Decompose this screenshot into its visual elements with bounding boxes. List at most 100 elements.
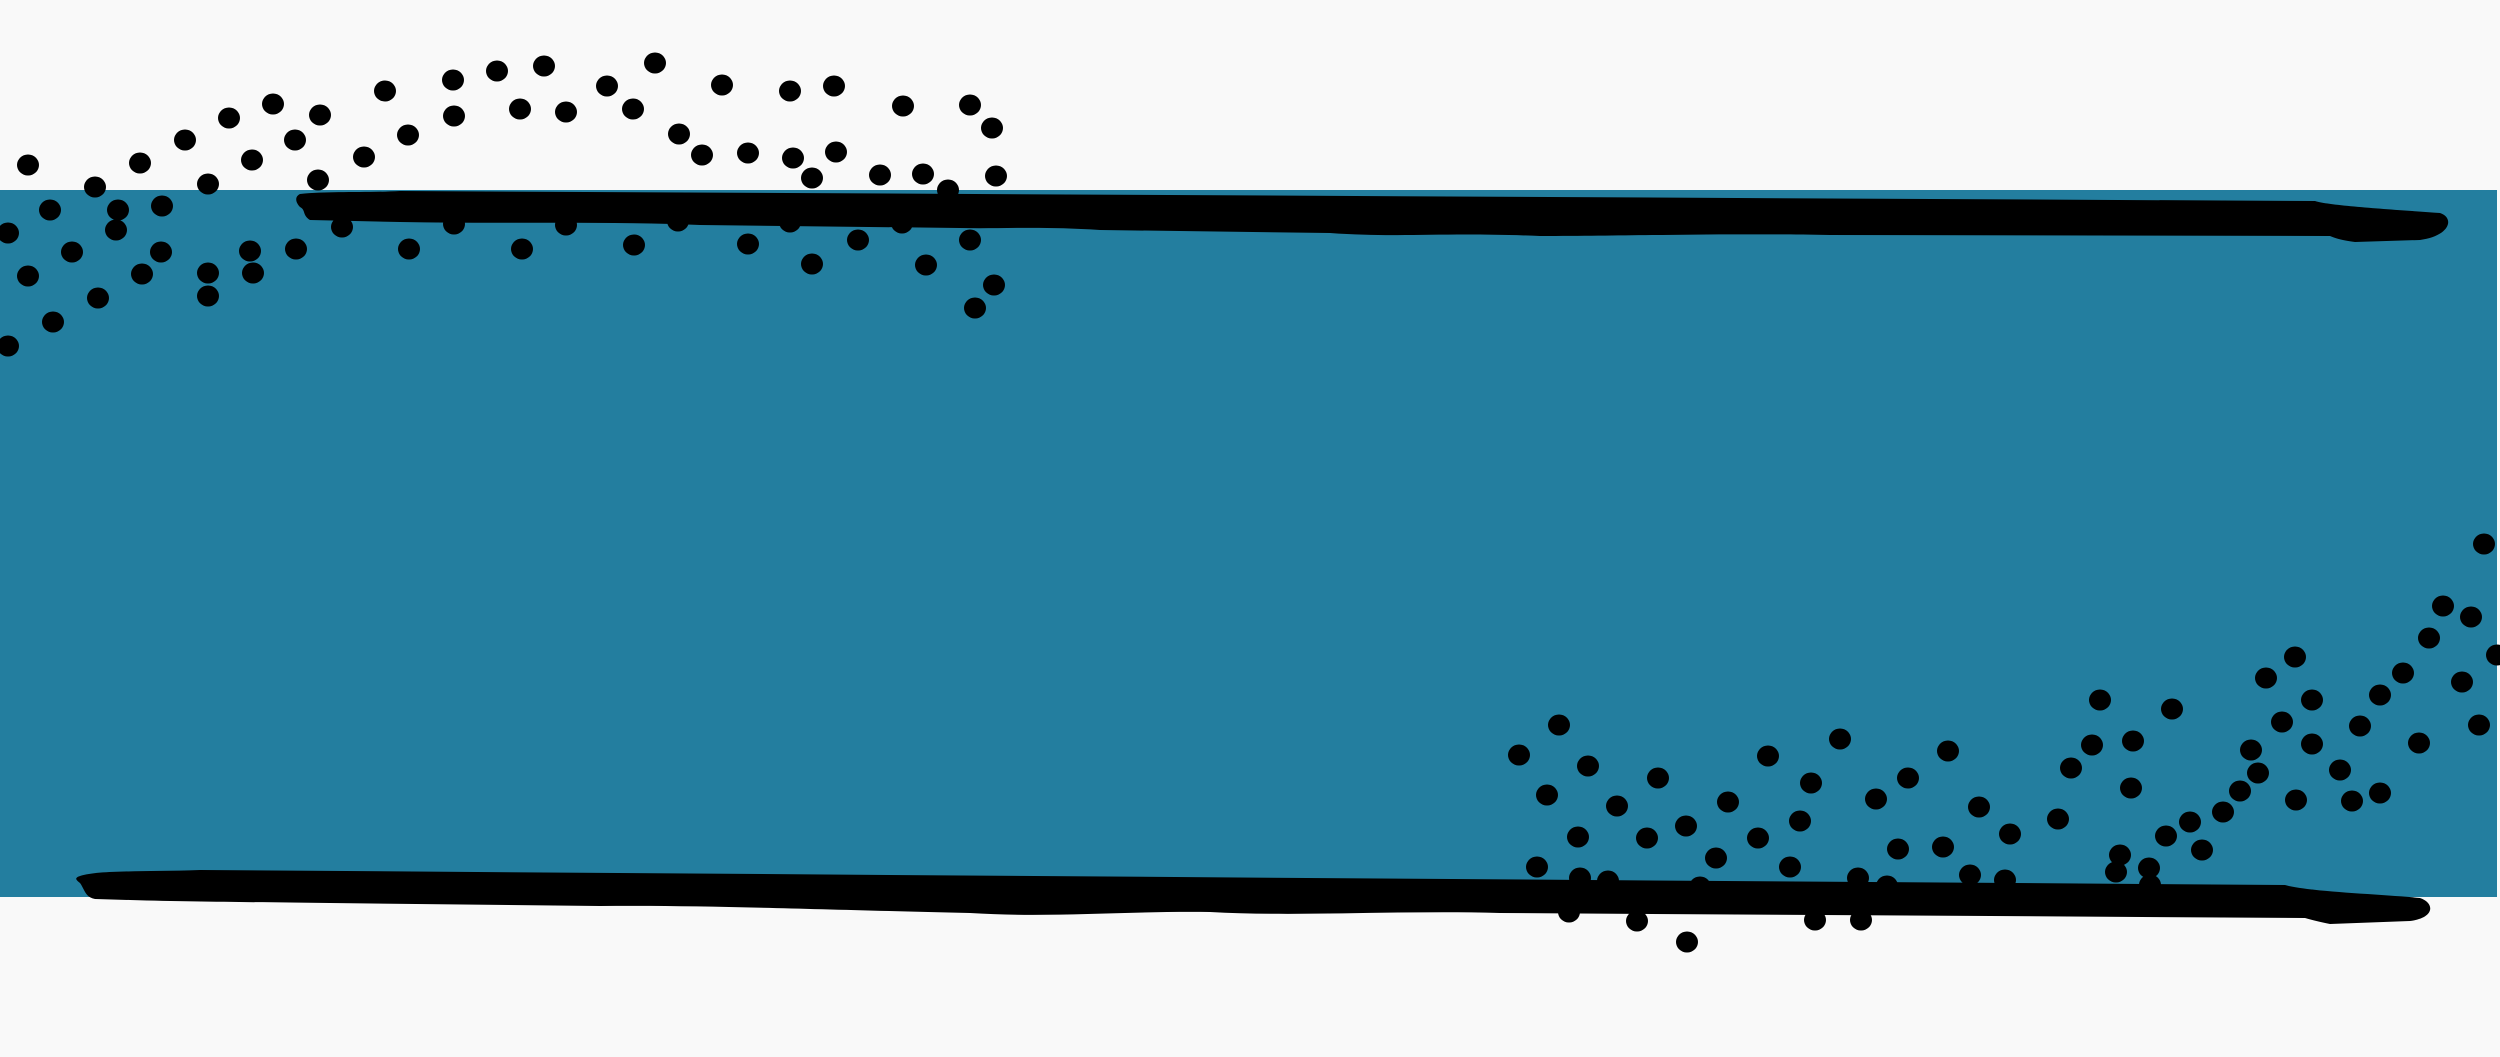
dot bbox=[825, 141, 847, 163]
dot bbox=[509, 98, 531, 120]
dot bbox=[197, 173, 219, 195]
dot bbox=[737, 142, 759, 164]
dot bbox=[668, 123, 690, 145]
dot bbox=[1829, 728, 1851, 750]
dot bbox=[2301, 689, 2323, 711]
dot bbox=[1569, 867, 1591, 889]
dot bbox=[0, 335, 19, 357]
dot bbox=[823, 75, 845, 97]
dot bbox=[129, 152, 151, 174]
dot bbox=[2081, 734, 2103, 756]
dot bbox=[2418, 627, 2440, 649]
dot bbox=[42, 311, 64, 333]
dot bbox=[2139, 874, 2161, 896]
dot bbox=[985, 165, 1007, 187]
dot bbox=[331, 216, 353, 238]
dot bbox=[1865, 788, 1887, 810]
dot bbox=[623, 234, 645, 256]
dot bbox=[2432, 595, 2454, 617]
dot bbox=[937, 179, 959, 201]
dot bbox=[1804, 909, 1826, 931]
dot bbox=[1937, 740, 1959, 762]
dot bbox=[443, 213, 465, 235]
dot bbox=[1994, 869, 2016, 891]
dot bbox=[2120, 777, 2142, 799]
dot bbox=[1887, 838, 1909, 860]
dot bbox=[779, 80, 801, 102]
dot bbox=[2486, 644, 2500, 666]
dot bbox=[959, 229, 981, 251]
dot bbox=[2301, 733, 2323, 755]
dot bbox=[1705, 847, 1727, 869]
dot bbox=[511, 238, 533, 260]
dot bbox=[801, 253, 823, 275]
dot bbox=[2408, 732, 2430, 754]
dot bbox=[2155, 825, 2177, 847]
dot bbox=[241, 149, 263, 171]
dot bbox=[2191, 839, 2213, 861]
dot bbox=[959, 94, 981, 116]
dot bbox=[1626, 910, 1648, 932]
dot bbox=[1536, 784, 1558, 806]
dot bbox=[892, 95, 914, 117]
dot bbox=[596, 75, 618, 97]
dot bbox=[1999, 823, 2021, 845]
dot bbox=[1876, 875, 1898, 897]
bottom-brush-stroke bbox=[76, 870, 2431, 924]
dot bbox=[2369, 684, 2391, 706]
dot bbox=[2271, 711, 2293, 733]
dot bbox=[239, 240, 261, 262]
dot bbox=[2392, 662, 2414, 684]
dot bbox=[353, 146, 375, 168]
dot bbox=[17, 154, 39, 176]
dot bbox=[891, 212, 913, 234]
dot bbox=[2460, 606, 2482, 628]
dot bbox=[197, 285, 219, 307]
dot bbox=[622, 98, 644, 120]
dot bbox=[443, 105, 465, 127]
dot bbox=[1968, 796, 1990, 818]
dot bbox=[711, 74, 733, 96]
dot bbox=[779, 211, 801, 233]
dot bbox=[1789, 810, 1811, 832]
dot bbox=[964, 297, 986, 319]
dot bbox=[107, 199, 129, 221]
dot bbox=[691, 144, 713, 166]
dot bbox=[1847, 867, 1869, 889]
dot bbox=[1747, 827, 1769, 849]
dot bbox=[1897, 767, 1919, 789]
dot bbox=[2285, 789, 2307, 811]
dot bbox=[398, 238, 420, 260]
bottom-right-dot-wave bbox=[1508, 533, 2500, 953]
dot bbox=[533, 55, 555, 77]
dot bbox=[782, 147, 804, 169]
dot bbox=[374, 80, 396, 102]
dot bbox=[915, 254, 937, 276]
dot bbox=[309, 104, 331, 126]
dot bbox=[1548, 714, 1570, 736]
dot bbox=[1800, 772, 1822, 794]
dot bbox=[2105, 861, 2127, 883]
dot bbox=[1577, 755, 1599, 777]
dot bbox=[442, 69, 464, 91]
dot bbox=[131, 263, 153, 285]
dot bbox=[486, 60, 508, 82]
dot bbox=[61, 241, 83, 263]
dot bbox=[0, 222, 19, 244]
dot bbox=[285, 238, 307, 260]
dot bbox=[555, 214, 577, 236]
dot bbox=[2349, 715, 2371, 737]
dot bbox=[2255, 667, 2277, 689]
dot bbox=[39, 199, 61, 221]
dot bbox=[555, 101, 577, 123]
dot bbox=[2229, 780, 2251, 802]
dot bbox=[667, 210, 689, 232]
dot bbox=[2212, 801, 2234, 823]
dot bbox=[397, 124, 419, 146]
dot bbox=[2329, 759, 2351, 781]
dot bbox=[1676, 931, 1698, 953]
top-brush-stroke bbox=[296, 191, 2449, 242]
dot bbox=[84, 176, 106, 198]
dot bbox=[262, 93, 284, 115]
dot bbox=[17, 265, 39, 287]
